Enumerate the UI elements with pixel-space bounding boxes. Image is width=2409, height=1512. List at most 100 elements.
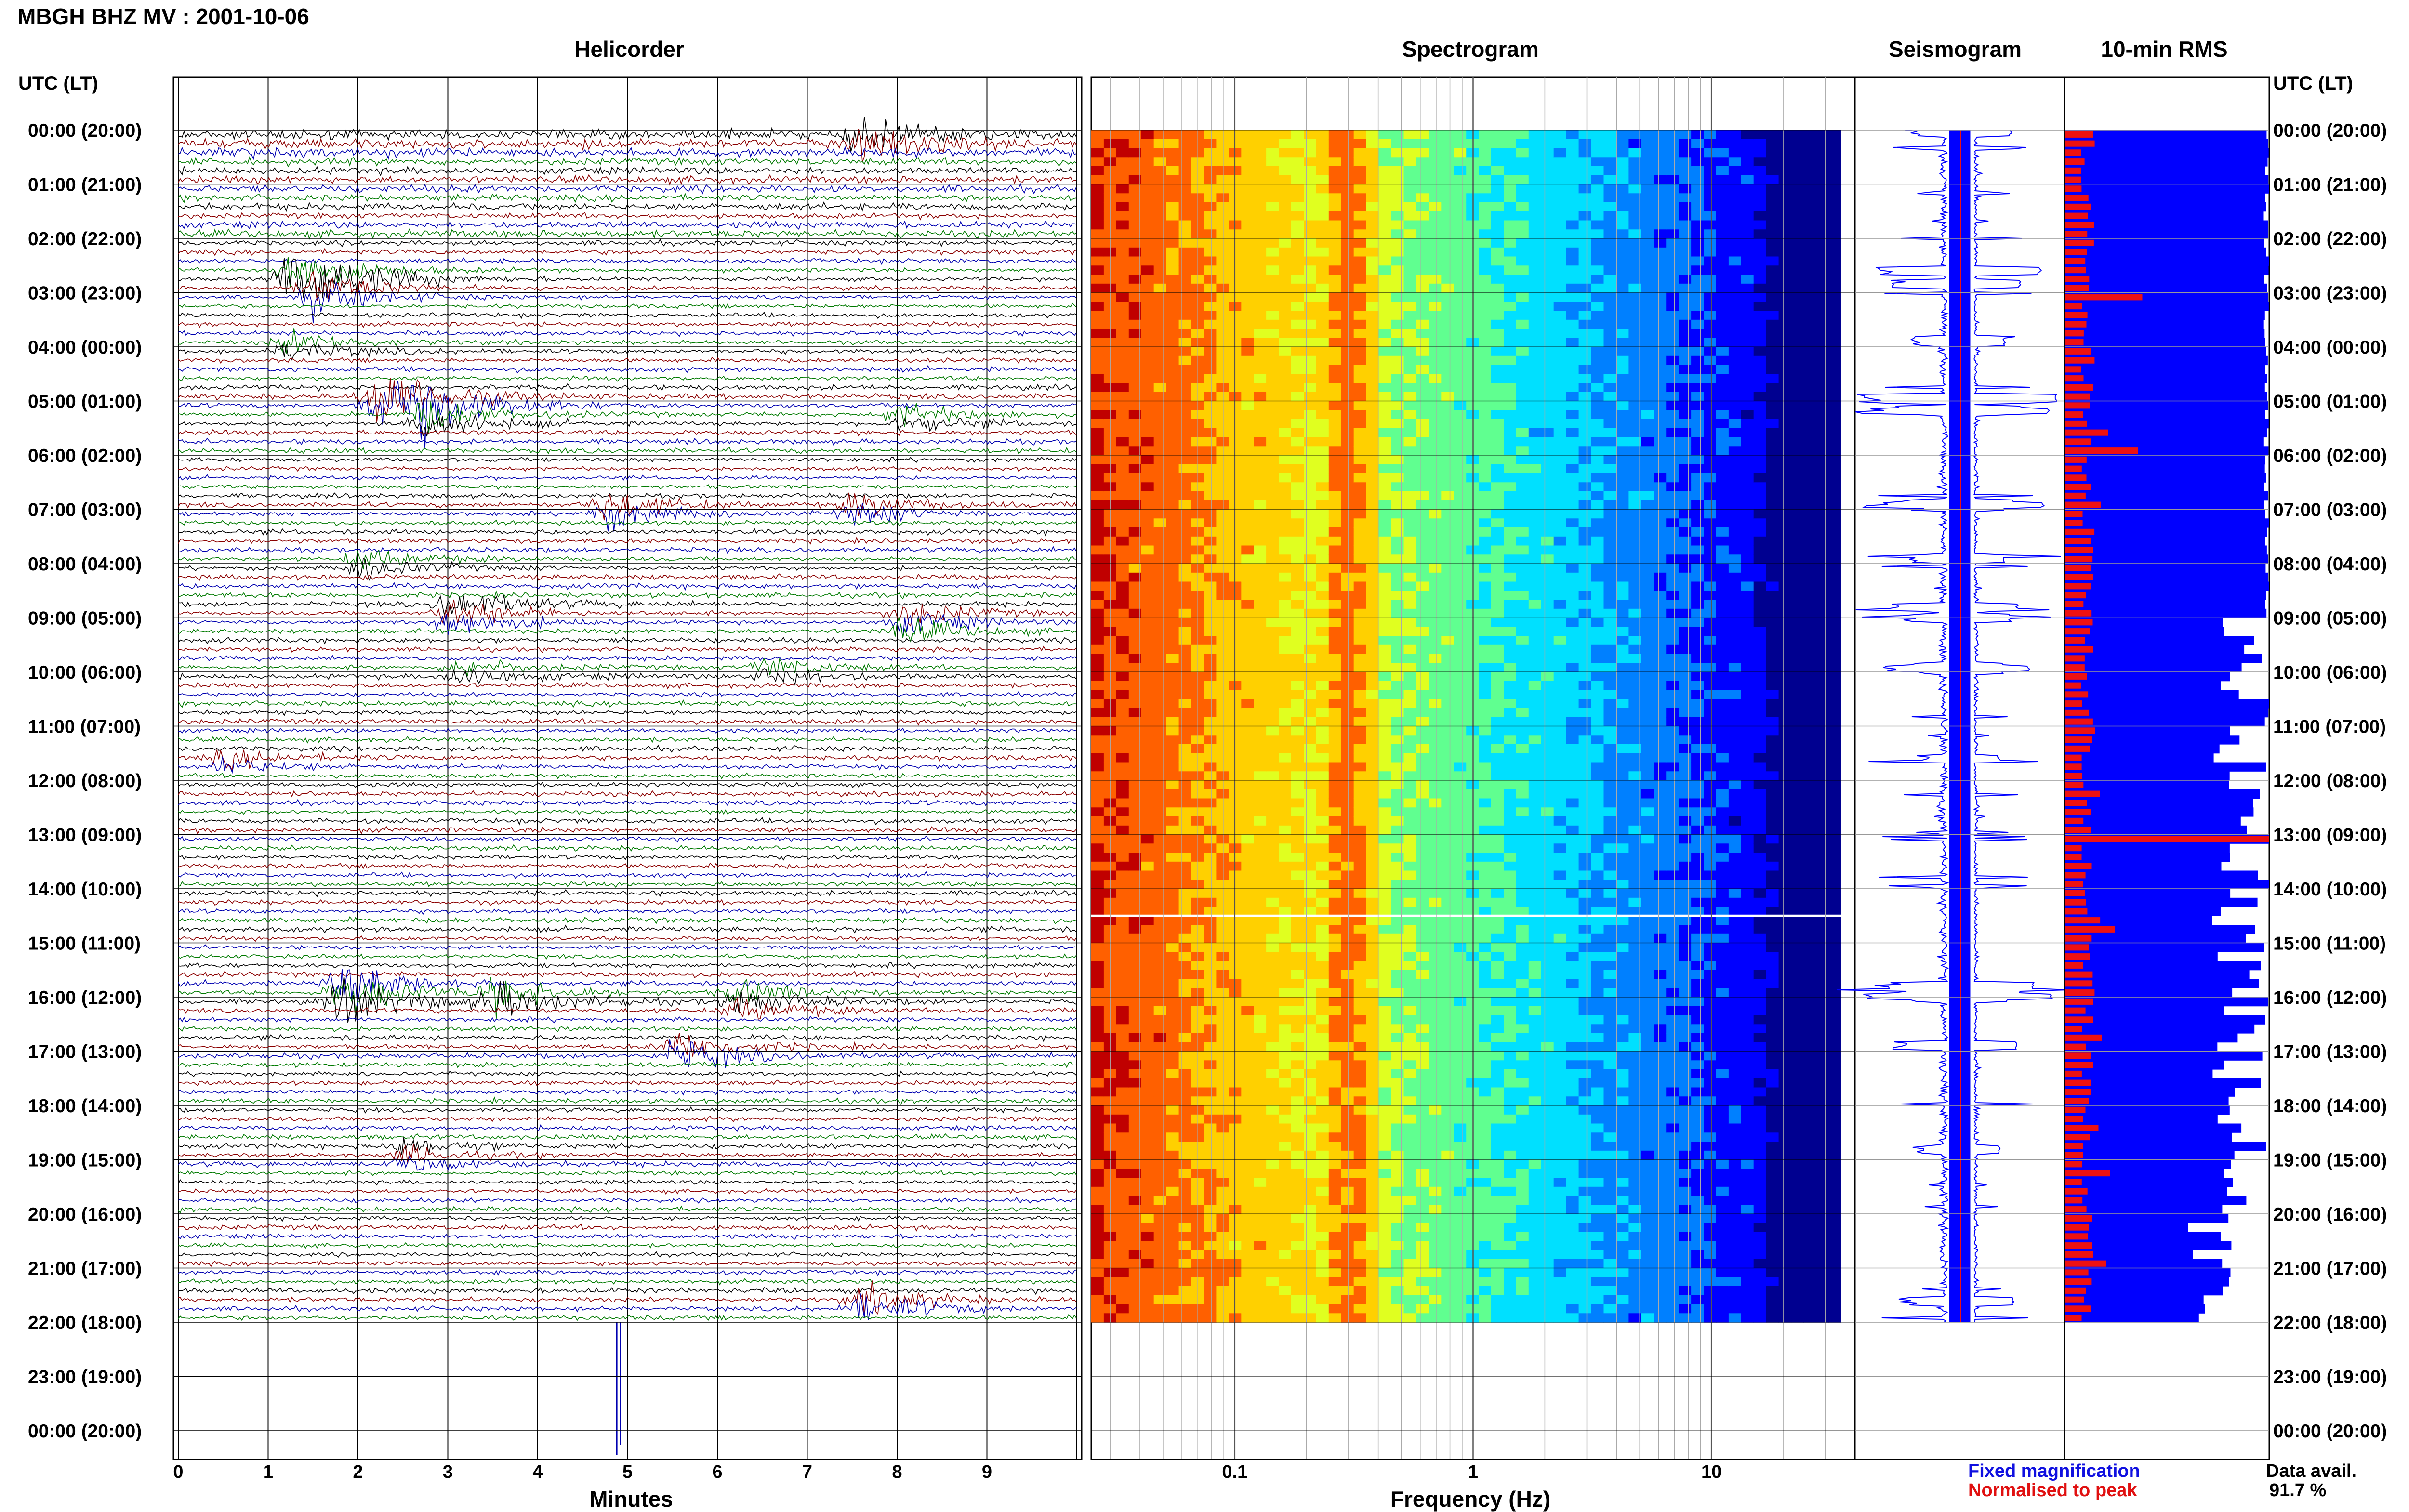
helicorder-trace [178,311,1077,319]
rms-normalised-bar [2065,908,2088,915]
rms-normalised-bar [2065,348,2091,355]
rms-fixed-bar [2065,166,2265,176]
time-label-left: 21:00 (17:00) [28,1259,142,1279]
rms-fixed-bar [2065,627,2224,636]
rms-title: 10-min RMS [2101,37,2227,62]
rms-normalised-bar [2065,935,2092,942]
helicorder-trace [178,1124,1077,1132]
helicorder-trace [178,916,1077,924]
helicorder-trace [178,595,1077,616]
time-label-right: 22:00 (18:00) [2273,1313,2387,1333]
time-label-right: 07:00 (03:00) [2273,500,2387,521]
rms-fixed-bar [2065,997,2268,1007]
helicorder-trace [178,1061,1077,1068]
helicorder-trace [178,924,1077,934]
time-label-right: 23:00 (19:00) [2273,1367,2387,1388]
rms-normalised-bar [2065,1278,2092,1285]
rms-normalised-bar [2065,149,2081,156]
rms-normalised-bar [2065,249,2087,255]
rms-fixed-bar [2065,663,2242,672]
helicorder-trace [178,1179,1077,1186]
page-title: MBGH BHZ MV : 2001-10-06 [17,4,309,29]
helicorder-trace [178,1196,1077,1204]
rms-fixed-bar [2065,654,2262,663]
helicorder-trace [178,1116,1077,1122]
rms-normalised-bar [2065,366,2081,373]
helicorder-trace [178,899,1077,906]
helicorder-trace [178,1088,1077,1096]
rms-fixed-bar [2065,329,2265,338]
helicorder-trace [178,1170,1077,1176]
rms-fixed-bar [2065,437,2264,447]
rms-fixed-bar [2065,1033,2238,1043]
rms-fixed-bar [2065,139,2268,149]
rms-fixed-bar [2065,401,2268,410]
helicorder-trace [178,1260,1077,1267]
rms-fixed-bar [2065,509,2265,519]
helicorder-trace [178,889,1077,898]
helicorder-trace [178,1033,1077,1042]
helicorder-trace [178,381,1077,449]
rms-normalised-bar [2065,691,2089,698]
helicorder-tick: 8 [892,1462,902,1482]
time-label-left: 22:00 (18:00) [28,1313,142,1333]
time-label-right: 15:00 (11:00) [2273,933,2386,954]
helicorder-tick: 6 [712,1462,722,1482]
rms-normalised-bar [2065,258,2086,264]
helicorder-trace [178,356,1077,364]
rms-normalised-bar [2065,1134,2090,1141]
rms-normalised-bar [2065,511,2083,517]
rms-fixed-bar [2065,1304,2205,1314]
rms-fixed-bar [2065,311,2265,320]
rms-normalised-bar [2065,375,2084,382]
rms-fixed-bar [2065,1159,2231,1169]
spectrogram-x-label: Frequency (Hz) [1390,1486,1550,1512]
time-label-left: 12:00 (08:00) [28,771,142,791]
data-avail-value: 91.7 % [2269,1480,2326,1500]
helicorder-trace [178,781,1077,789]
rms-fixed-bar [2065,807,2254,817]
rms-normalised-bar [2065,899,2086,906]
rms-fixed-bar [2065,608,2267,618]
time-label-right: 12:00 (08:00) [2273,771,2387,791]
helicorder-trace [178,281,1077,324]
helicorder-trace [178,536,1077,545]
rms-normalised-bar [2065,610,2092,617]
rms-normalised-bar [2065,863,2092,869]
rms-normalised-bar [2065,528,2095,535]
helicorder-tick: 3 [443,1462,453,1482]
rms-normalised-bar [2065,1152,2083,1158]
rms-fixed-bar [2065,1060,2224,1070]
rms-fixed-bar [2065,591,2266,600]
helicorder-tick: 1 [263,1462,273,1482]
rms-normalised-bar [2065,1016,2093,1023]
time-label-left: 18:00 (14:00) [28,1096,142,1117]
rms-fixed-bar [2065,455,2265,465]
rms-fixed-bar [2065,943,2264,952]
helicorder-trace [178,749,1077,771]
rms-fixed-bar [2065,229,2268,239]
rms-fixed-bar [2065,1006,2224,1016]
rms-normalised-bar [2065,303,2082,310]
rms-fixed-bar [2065,1114,2218,1124]
rms-fixed-bar [2065,933,2246,944]
rms-normalised-bar [2065,709,2089,716]
time-label-left: 15:00 (11:00) [28,933,141,954]
rms-fixed-bar [2065,1150,2235,1160]
time-label-left: 20:00 (16:00) [28,1204,142,1225]
helicorder-trace [178,1032,1077,1057]
rms-normalised-bar [2065,330,2084,337]
rms-fixed-bar [2065,265,2269,275]
rms-fixed-bar [2065,392,2267,402]
helicorder-trace [178,401,1077,434]
helicorder-trace [178,527,1077,537]
rms-normalised-bar [2065,655,2085,662]
rms-normalised-bar [2065,872,2086,879]
helicorder-trace [178,699,1077,708]
helicorder-trace [178,270,1077,301]
rms-fixed-bar [2065,717,2265,727]
helicorder-trace [178,881,1077,888]
helicorder-trace [178,1070,1077,1078]
rms-fixed-bar [2065,355,2268,366]
rms-normalised-bar [2065,790,2100,797]
